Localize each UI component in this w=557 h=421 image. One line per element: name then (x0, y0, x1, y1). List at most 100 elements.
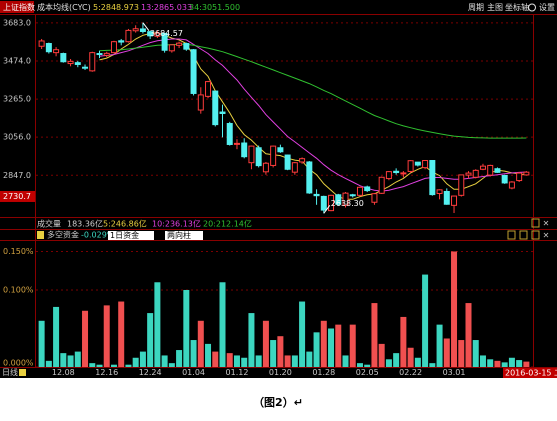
fund-bar (313, 332, 320, 367)
fund-bar (168, 363, 175, 367)
toolbar-button[interactable]: 主图 (487, 2, 503, 12)
fund-bar (371, 303, 378, 367)
panel-icon[interactable] (519, 230, 528, 240)
panel-close[interactable]: ✕ (543, 231, 550, 240)
panel-icon[interactable] (531, 230, 540, 240)
fund-bar (190, 340, 197, 367)
candle-body (487, 164, 494, 176)
candle-body (154, 32, 161, 37)
fund-bar (378, 343, 385, 367)
candle-body (313, 193, 320, 197)
candle-body (60, 53, 67, 63)
candle-body (378, 176, 385, 194)
fund-bar (147, 313, 154, 367)
annotation-arrow (142, 22, 150, 31)
fund-bar (139, 351, 146, 367)
toolbar-icon[interactable] (528, 3, 536, 12)
candle-body (168, 44, 175, 52)
x-tick-label: 01.20 (269, 368, 292, 377)
fund-bar (451, 251, 458, 367)
legend-entry: 13:2865.033 (141, 3, 192, 12)
fund-bar (458, 340, 465, 367)
y-tick-label: 3683.0 (3, 18, 31, 27)
dropdown-text[interactable]: 1日资金 (110, 230, 139, 240)
figure-caption: （图2）↵ (253, 396, 303, 409)
x-tick-label: 03.01 (443, 368, 466, 377)
candle-body (429, 160, 436, 196)
fund-bar (82, 310, 89, 367)
fund-bar (241, 357, 248, 367)
candle-body (451, 195, 458, 206)
fund-bar (422, 274, 429, 367)
candle-body (407, 160, 414, 172)
candle-body (277, 147, 284, 153)
fund-value: -0.029% (81, 231, 115, 240)
period-label[interactable]: 日线 (2, 367, 18, 377)
candle-body (161, 32, 168, 51)
candle-body (74, 62, 81, 65)
low-annotation: 2638.30 (331, 199, 364, 208)
fund-bar (270, 340, 277, 367)
ma-line (99, 38, 527, 192)
fund-bar (523, 361, 530, 367)
index-badge (0, 1, 34, 13)
x-tick-label: 12.08 (52, 368, 75, 377)
candle-body (501, 174, 508, 184)
toolbar-button[interactable]: 坐标轴 (505, 2, 529, 12)
fund-bar (349, 324, 356, 367)
fund-bar (501, 362, 508, 367)
fund-bar (53, 306, 60, 367)
volume-label: 成交量 (37, 219, 61, 229)
fund-bar (407, 347, 414, 367)
help-icon[interactable] (37, 231, 44, 239)
annotation-arrow (323, 205, 331, 214)
fund-bar (436, 324, 443, 367)
x-tick-label: 12.24 (139, 368, 162, 377)
panel-icon[interactable] (507, 230, 516, 240)
candle-body (139, 28, 146, 32)
fund-bar (118, 301, 125, 367)
ma-line (99, 32, 527, 200)
candle-body (262, 162, 269, 173)
date-label: 2016-03-15 二 (505, 369, 557, 378)
candle-body (291, 162, 298, 173)
toolbar-button[interactable]: 周期 (468, 3, 484, 12)
dropdown[interactable] (108, 231, 154, 240)
candle-body (422, 160, 429, 169)
fund-bar (110, 364, 117, 367)
candle-body (371, 193, 378, 203)
candle-body (516, 172, 523, 182)
fund-bar (67, 355, 74, 367)
fund-bar (248, 313, 255, 367)
candle-body (364, 186, 371, 192)
volume-ma: 20:212.14亿 (203, 219, 252, 229)
fund-bar (516, 360, 523, 367)
x-tick-label: 02.22 (399, 368, 422, 377)
toolbar-button[interactable]: 设置 (539, 2, 555, 12)
candle-body (270, 145, 277, 166)
fund-bar (176, 350, 183, 367)
candle-body (147, 31, 154, 37)
fund-bar (60, 353, 67, 367)
period-icon[interactable] (19, 369, 26, 376)
candle-body (132, 28, 139, 32)
fund-bar (132, 357, 139, 367)
dropdown-text[interactable]: 两向柱 (167, 230, 191, 240)
panel-icon[interactable] (531, 218, 540, 228)
y-tick-label: 2847.0 (3, 171, 31, 180)
candle-body (219, 111, 226, 114)
dropdown[interactable] (165, 231, 203, 240)
candle-body (53, 49, 60, 54)
fund-bar (356, 363, 363, 367)
x-tick-label: 12.16 (95, 368, 118, 377)
y-tick-label: 3056.0 (3, 133, 31, 142)
legend-entry: 5:2848.973 (93, 3, 139, 12)
candle-body (284, 154, 291, 170)
candle-body (205, 81, 212, 97)
fund-bar (465, 303, 472, 367)
panel-close[interactable]: ✕ (543, 219, 550, 228)
candle-body (472, 169, 479, 178)
candle-body (494, 168, 501, 173)
fund-bar (328, 328, 335, 367)
fund-bar (154, 282, 161, 367)
